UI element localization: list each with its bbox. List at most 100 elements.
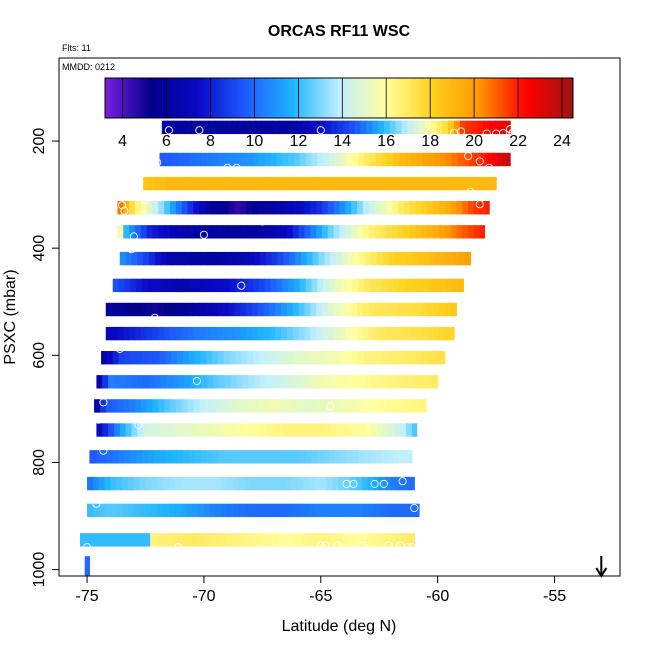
heat-cell xyxy=(282,450,289,464)
colorbar-segment xyxy=(558,78,562,118)
colorbar-segment xyxy=(205,78,209,118)
heat-cell xyxy=(354,120,362,135)
colorbar-segment xyxy=(481,78,485,118)
heat-cell xyxy=(362,201,370,215)
heat-cell xyxy=(392,201,399,215)
heat-cell xyxy=(199,399,206,413)
heat-cell xyxy=(479,201,487,215)
heat-cell xyxy=(268,476,275,491)
colorbar-segment xyxy=(346,78,349,118)
heat-cell xyxy=(373,503,380,518)
heat-cell xyxy=(345,399,352,413)
heat-cell xyxy=(290,120,297,135)
heat-cell xyxy=(224,176,232,191)
sample-point xyxy=(475,157,484,166)
heat-cell xyxy=(246,225,253,239)
heat-cell xyxy=(283,375,290,389)
heat-cell xyxy=(269,326,276,341)
heat-cell xyxy=(261,120,268,135)
heat-cell xyxy=(202,533,210,547)
heat-cell xyxy=(171,152,178,167)
heat-cell xyxy=(184,375,191,389)
heat-cell xyxy=(236,176,244,191)
heat-cell xyxy=(489,120,496,135)
heat-cell xyxy=(333,326,341,341)
heat-cell xyxy=(226,533,233,547)
heat-cell xyxy=(344,476,351,491)
heat-cell xyxy=(157,476,164,491)
heat-cell xyxy=(160,251,168,266)
colorbar-segment xyxy=(565,78,569,118)
colorbar-segment xyxy=(250,78,253,118)
heat-cell xyxy=(124,278,131,293)
heat-cell xyxy=(360,533,367,547)
heat-cell xyxy=(206,450,213,464)
heat-cell xyxy=(152,399,159,413)
heat-cell xyxy=(387,351,394,365)
heat-cell xyxy=(452,176,460,191)
heat-cell xyxy=(164,201,171,215)
heat-cell xyxy=(316,326,323,341)
heat-cell xyxy=(324,251,331,266)
heat-cell xyxy=(216,201,224,215)
heat-cell xyxy=(129,399,136,413)
heat-cell xyxy=(166,375,173,389)
heat-cell xyxy=(179,533,186,547)
colorbar-segment xyxy=(322,78,326,118)
colorbar-segment xyxy=(444,78,448,118)
heat-cell xyxy=(175,326,183,341)
heat-cell xyxy=(288,351,295,365)
heat-cell xyxy=(243,533,251,547)
heat-cell xyxy=(118,450,126,464)
heat-cell xyxy=(381,450,389,464)
heat-cell xyxy=(268,503,275,518)
heat-cell xyxy=(222,201,230,215)
heat-cell xyxy=(374,225,381,239)
heat-cell xyxy=(323,278,330,293)
heat-cell xyxy=(369,152,377,167)
colorbar-segment xyxy=(231,78,235,118)
heat-cell xyxy=(316,399,323,413)
heat-cell xyxy=(216,302,224,317)
heat-cell xyxy=(347,423,355,437)
heat-cell xyxy=(415,326,422,341)
colorbar-segment xyxy=(331,78,335,118)
heat-cell xyxy=(270,351,277,365)
heat-cell xyxy=(136,351,143,365)
heat-cell xyxy=(442,120,449,135)
heat-cell xyxy=(429,375,436,389)
colorbar-segment xyxy=(430,78,434,118)
heat-cell xyxy=(265,375,273,389)
heat-cell xyxy=(361,476,369,491)
colorbar-segment xyxy=(184,78,188,118)
heat-cell xyxy=(415,225,422,239)
heat-cell xyxy=(250,476,258,491)
colorbar-segment xyxy=(420,78,424,118)
heat-cell xyxy=(281,225,288,239)
heat-cell xyxy=(358,278,365,293)
colorbar-segment xyxy=(549,78,553,118)
heat-cell xyxy=(96,423,103,437)
heat-cell xyxy=(104,476,112,491)
heat-cell xyxy=(338,503,345,518)
heat-cell xyxy=(458,176,466,191)
colorbar-segment xyxy=(135,78,139,118)
sample-point xyxy=(127,245,136,254)
heat-cell xyxy=(345,225,352,239)
heat-cell xyxy=(207,251,214,266)
sample-point xyxy=(232,163,241,172)
colorbar: 4 6 8 10 12 14 16 18 20 22 24 xyxy=(104,77,574,150)
colorbar-segment xyxy=(329,78,333,118)
sample-point xyxy=(499,128,508,138)
heat-cell xyxy=(411,423,418,437)
heat-cell xyxy=(103,533,110,547)
y-tick-label: 600 xyxy=(31,342,48,369)
heat-cell xyxy=(395,120,403,135)
colorbar-segment xyxy=(140,78,143,118)
colorbar-segment xyxy=(556,78,560,118)
heat-cell xyxy=(285,476,293,491)
heat-cell xyxy=(341,251,349,266)
heat-cell xyxy=(117,399,124,413)
heat-cell xyxy=(140,399,148,413)
heat-cell xyxy=(91,533,99,547)
